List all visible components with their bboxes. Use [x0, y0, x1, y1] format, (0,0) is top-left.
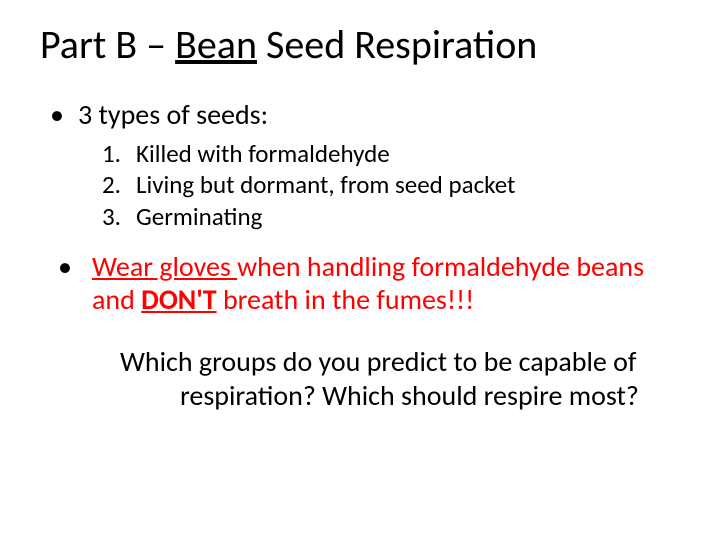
warning-text: Wear gloves when handling formaldehyde b… — [92, 250, 690, 317]
numbered-list: 1. Killed with formaldehyde 2. Living bu… — [102, 138, 690, 232]
question-text: Which groups do you predict to be capabl… — [120, 345, 670, 412]
bullet-text: 3 types of seeds: — [78, 97, 268, 132]
list-text: Germinating — [136, 201, 262, 232]
title-underlined-word: Bean — [175, 20, 257, 69]
title-suffix: Seed Respiration — [257, 20, 537, 69]
bullet-marker: • — [50, 97, 78, 132]
warning-tail: breath in the fumes!!! — [217, 282, 475, 317]
bullet-marker: • — [58, 250, 92, 317]
list-text: Living but dormant, from seed packet — [136, 169, 515, 200]
list-number: 2. — [102, 169, 136, 200]
title-prefix: Part B – — [40, 20, 175, 69]
list-item: 1. Killed with formaldehyde — [102, 138, 690, 169]
question-block: Which groups do you predict to be capabl… — [70, 345, 690, 412]
warning-underlined: Wear gloves — [92, 249, 237, 284]
list-number: 1. — [102, 138, 136, 169]
list-item: 3. Germinating — [102, 201, 690, 232]
list-text: Killed with formaldehyde — [136, 138, 390, 169]
warning-bold: DON'T — [141, 282, 216, 317]
bullet-seed-types: • 3 types of seeds: — [50, 97, 690, 132]
list-item: 2. Living but dormant, from seed packet — [102, 169, 690, 200]
slide-title: Part B – Bean Seed Respiration — [40, 20, 690, 69]
bullet-warning: • Wear gloves when handling formaldehyde… — [58, 250, 690, 317]
list-number: 3. — [102, 201, 136, 232]
